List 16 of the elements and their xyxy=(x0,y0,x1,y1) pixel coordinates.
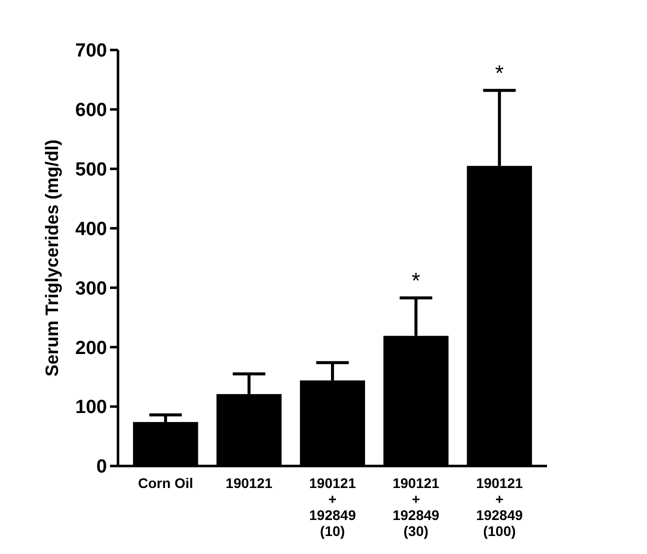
y-tick-label: 400 xyxy=(75,218,107,240)
x-tick-label: Corn Oil xyxy=(138,475,194,491)
annotation: * xyxy=(495,60,504,86)
x-tick-label: 190121 + 192849 (30) xyxy=(392,475,440,539)
annotation: * xyxy=(412,268,421,293)
y-tick-label: 500 xyxy=(75,160,107,181)
y-tick-label: 100 xyxy=(75,397,107,418)
y-tick-label: 700 xyxy=(75,40,107,62)
y-tick-label: 0 xyxy=(96,456,107,478)
x-tick-label: 190121 + 192849 (10) xyxy=(309,475,356,539)
y-tick-label: 600 xyxy=(75,100,107,122)
y-axis-title: Serum Triglycerides (mg/dl) xyxy=(42,139,62,377)
y-tick-label: 300 xyxy=(75,278,107,300)
y-tick-label: 200 xyxy=(75,338,107,359)
x-tick-label: 190121 xyxy=(226,475,273,491)
x-tick-label: 190121 + 192849 (100) xyxy=(476,475,523,539)
